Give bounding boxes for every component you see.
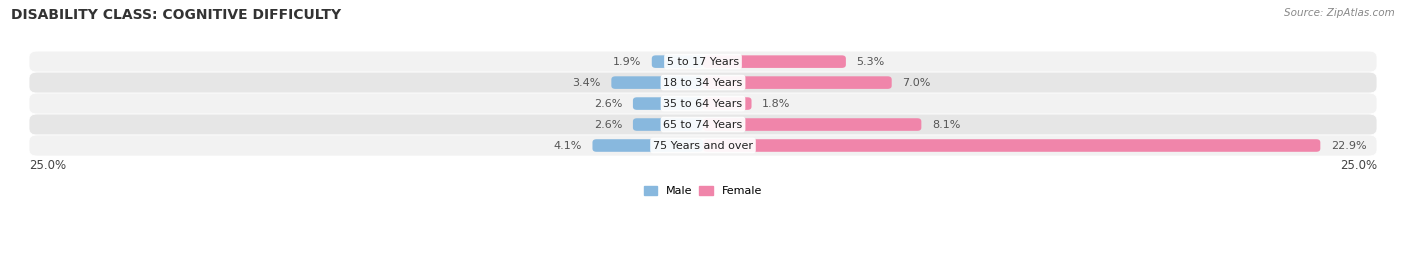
FancyBboxPatch shape [30,114,1376,135]
FancyBboxPatch shape [30,72,1376,93]
Text: 7.0%: 7.0% [903,77,931,87]
FancyBboxPatch shape [703,118,921,131]
Text: 5.3%: 5.3% [856,57,884,67]
FancyBboxPatch shape [703,97,752,110]
Text: 65 to 74 Years: 65 to 74 Years [664,120,742,130]
Text: Source: ZipAtlas.com: Source: ZipAtlas.com [1284,8,1395,18]
Text: 25.0%: 25.0% [1340,158,1376,171]
Text: 22.9%: 22.9% [1331,140,1367,150]
Text: 4.1%: 4.1% [554,140,582,150]
FancyBboxPatch shape [30,51,1376,72]
FancyBboxPatch shape [30,93,1376,114]
Text: 75 Years and over: 75 Years and over [652,140,754,150]
FancyBboxPatch shape [633,97,703,110]
Text: DISABILITY CLASS: COGNITIVE DIFFICULTY: DISABILITY CLASS: COGNITIVE DIFFICULTY [11,8,342,22]
Text: 2.6%: 2.6% [593,120,621,130]
FancyBboxPatch shape [612,76,703,89]
Text: 1.8%: 1.8% [762,99,790,109]
Text: 35 to 64 Years: 35 to 64 Years [664,99,742,109]
Text: 2.6%: 2.6% [593,99,621,109]
Text: 5 to 17 Years: 5 to 17 Years [666,57,740,67]
Text: 18 to 34 Years: 18 to 34 Years [664,77,742,87]
Text: 3.4%: 3.4% [572,77,600,87]
FancyBboxPatch shape [703,55,846,68]
Text: 25.0%: 25.0% [30,158,66,171]
FancyBboxPatch shape [652,55,703,68]
FancyBboxPatch shape [633,118,703,131]
FancyBboxPatch shape [30,135,1376,156]
Text: 1.9%: 1.9% [613,57,641,67]
Legend: Male, Female: Male, Female [644,186,762,196]
Text: 8.1%: 8.1% [932,120,960,130]
FancyBboxPatch shape [592,139,703,152]
FancyBboxPatch shape [703,76,891,89]
FancyBboxPatch shape [703,139,1320,152]
